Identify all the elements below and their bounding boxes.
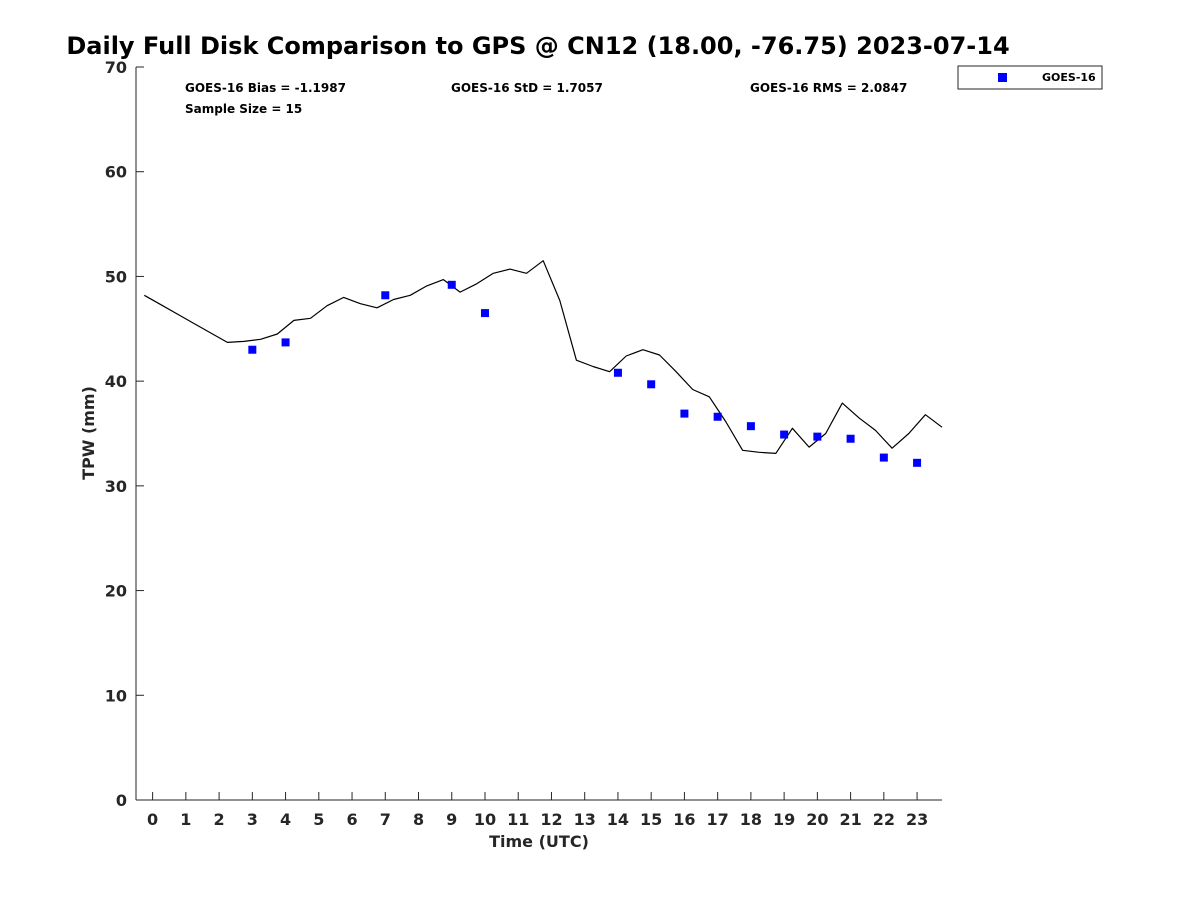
scatter-point — [613, 368, 622, 377]
stats-panel: GOES-16 Bias = -1.1987 GOES-16 StD = 1.7… — [185, 81, 907, 116]
scatter-point — [480, 309, 489, 318]
y-tick-label: 20 — [105, 582, 127, 601]
chart-title: Daily Full Disk Comparison to GPS @ CN12… — [66, 32, 1009, 60]
x-tick-label: 9 — [446, 810, 457, 829]
x-tick-label: 5 — [313, 810, 324, 829]
y-tick-label: 40 — [105, 372, 127, 391]
y-tick-label: 0 — [116, 791, 127, 810]
x-tick-label: 1 — [180, 810, 191, 829]
x-tick-label: 11 — [507, 810, 529, 829]
x-tick-label: 3 — [247, 810, 258, 829]
x-tick-label: 6 — [346, 810, 357, 829]
x-tick-label: 20 — [806, 810, 828, 829]
legend: GOES-16 — [957, 65, 1103, 90]
scatter-point — [447, 280, 456, 289]
scatter-point — [746, 422, 755, 431]
scatter-point — [846, 434, 855, 443]
y-tick-label: 60 — [105, 163, 127, 182]
x-tick-label: 19 — [773, 810, 795, 829]
series-layer — [144, 260, 943, 467]
x-tick-label: 12 — [540, 810, 562, 829]
x-tick-label: 23 — [906, 810, 928, 829]
y-tick-label: 70 — [105, 58, 127, 77]
bias-stat: GOES-16 Bias = -1.1987 — [185, 81, 346, 95]
scatter-point — [713, 412, 722, 421]
x-tick-label: 10 — [474, 810, 496, 829]
scatter-point — [647, 380, 656, 389]
x-tick-label: 22 — [873, 810, 895, 829]
rms-stat: GOES-16 RMS = 2.0847 — [750, 81, 907, 95]
x-ticks: 0 1 2 3 4 5 6 7 8 9 10 11 12 13 14 15 16 17 18 19 20 21 22 23 — [147, 792, 928, 829]
y-tick-label: 30 — [105, 477, 127, 496]
std-stat: GOES-16 StD = 1.7057 — [451, 81, 603, 95]
x-tick-label: 2 — [214, 810, 225, 829]
scatter-point — [381, 291, 390, 300]
plot-area — [136, 67, 942, 800]
x-tick-label: 21 — [839, 810, 861, 829]
x-tick-label: 18 — [740, 810, 762, 829]
x-tick-label: 0 — [147, 810, 158, 829]
scatter-point — [680, 409, 689, 418]
x-tick-label: 17 — [707, 810, 729, 829]
scatter-point — [813, 432, 822, 441]
sample-size-stat: Sample Size = 15 — [185, 102, 302, 116]
legend-marker-goes16 — [998, 73, 1007, 82]
x-tick-label: 7 — [380, 810, 391, 829]
x-tick-label: 15 — [640, 810, 662, 829]
x-tick-label: 4 — [280, 810, 291, 829]
y-tick-label: 50 — [105, 267, 127, 286]
scatter-point — [248, 345, 257, 354]
scatter-point — [913, 458, 922, 467]
legend-label-goes16: GOES-16 — [1042, 71, 1096, 84]
x-tick-label: 8 — [413, 810, 424, 829]
scatter-point — [879, 453, 888, 462]
x-axis-label: Time (UTC) — [489, 832, 589, 851]
x-tick-label: 13 — [574, 810, 596, 829]
series-line — [144, 260, 943, 454]
y-tick-label: 10 — [105, 686, 127, 705]
scatter-point — [780, 430, 789, 439]
legend-box — [957, 65, 1103, 90]
x-tick-label: 14 — [607, 810, 629, 829]
y-axis-label: TPW (mm) — [79, 386, 98, 480]
scatter-point — [281, 338, 290, 347]
x-tick-label: 16 — [673, 810, 695, 829]
y-ticks: 0 10 20 30 40 50 60 70 — [105, 58, 144, 810]
